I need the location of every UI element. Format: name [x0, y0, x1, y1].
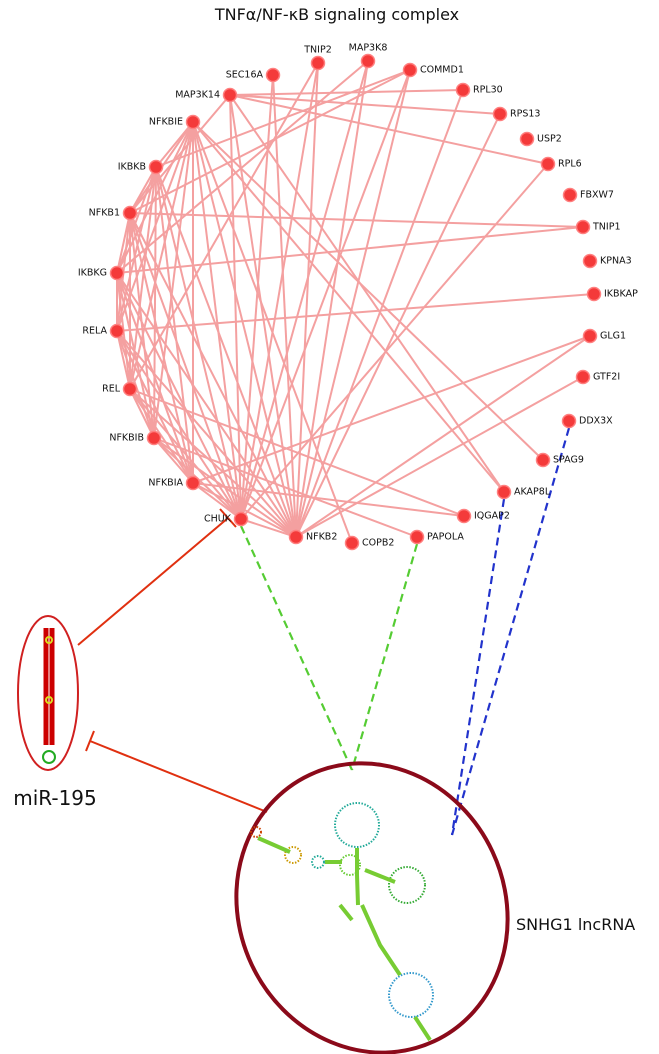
node	[537, 454, 550, 467]
node	[577, 371, 590, 384]
node-label: NFKBIA	[148, 478, 183, 489]
node	[187, 116, 200, 129]
node-label: TNIP1	[592, 222, 620, 233]
edges	[117, 61, 594, 543]
mirna-label: miR-195	[13, 786, 97, 810]
node	[458, 510, 471, 523]
node	[148, 432, 161, 445]
node	[111, 267, 124, 280]
diagram: TNFα/NF-κB signaling complex miR-195 SNH…	[0, 0, 659, 1054]
node-label: COPB2	[362, 538, 394, 549]
node-label: TNIP2	[303, 45, 331, 56]
node	[521, 133, 534, 146]
node	[577, 221, 590, 234]
node-label: MAP3K14	[175, 90, 220, 101]
node-label: NFKBIB	[109, 433, 144, 444]
node-label: KPNA3	[600, 256, 632, 267]
edge	[296, 90, 463, 537]
node	[124, 383, 137, 396]
node	[187, 477, 200, 490]
node-label: GLG1	[600, 331, 626, 342]
node-label: REL	[102, 384, 121, 395]
mirna-structure	[43, 628, 55, 763]
node-label: MAP3K8	[349, 43, 388, 54]
node	[290, 531, 303, 544]
node	[494, 108, 507, 121]
edge	[296, 114, 500, 537]
edge	[193, 122, 241, 519]
node-label: RPL30	[473, 85, 503, 96]
node-label: RPL6	[558, 159, 582, 170]
node-label: SPAG9	[553, 455, 584, 466]
node-label: FBXW7	[580, 190, 614, 201]
edge	[241, 70, 410, 519]
node-label: RPS13	[510, 109, 540, 120]
node-label: PAPOLA	[427, 532, 464, 543]
edge	[296, 70, 410, 537]
node	[411, 531, 424, 544]
node	[362, 55, 375, 68]
node	[312, 57, 325, 70]
node-label: IKBKB	[118, 162, 146, 173]
node-label: RELA	[82, 326, 107, 337]
node-label: AKAP8L	[514, 487, 551, 498]
edge	[241, 75, 273, 519]
edge	[130, 95, 230, 213]
lncrna-ellipse	[189, 719, 554, 1054]
node-label: NFKB1	[89, 208, 120, 219]
node	[404, 64, 417, 77]
node	[584, 330, 597, 343]
node	[235, 513, 248, 526]
title: TNFα/NF-κB signaling complex	[214, 5, 459, 24]
node	[150, 161, 163, 174]
node-label: DDX3X	[579, 416, 613, 427]
node	[584, 255, 597, 268]
node-label: IKBKAP	[604, 289, 638, 300]
lncrna-label: SNHG1 lncRNA	[516, 915, 635, 934]
node	[224, 89, 237, 102]
node-label: IKBKG	[78, 268, 107, 279]
node-label: CHUK	[204, 514, 232, 525]
nodes: SEC16A TNIP2 MAP3K8 COMMD1 MAP3K14 RPL30 NFKBI…	[78, 43, 638, 550]
node-label: GTF2I	[593, 372, 620, 383]
node	[111, 325, 124, 338]
node	[346, 537, 359, 550]
edge	[230, 95, 504, 492]
inhibition	[78, 509, 267, 812]
node	[588, 288, 601, 301]
node-label: SEC16A	[226, 70, 264, 81]
node	[563, 415, 576, 428]
edge	[193, 122, 543, 460]
node-label: IQGAP2	[474, 511, 510, 522]
node	[457, 84, 470, 97]
node-label: USP2	[537, 134, 562, 145]
node-label: NFKBIE	[149, 117, 183, 128]
edge	[193, 122, 352, 543]
edge	[130, 213, 583, 227]
node	[542, 158, 555, 171]
node	[267, 69, 280, 82]
edge	[130, 70, 410, 213]
node-label: NFKB2	[306, 532, 337, 543]
node-label: COMMD1	[420, 65, 464, 76]
node	[498, 486, 511, 499]
node	[124, 207, 137, 220]
node	[564, 189, 577, 202]
